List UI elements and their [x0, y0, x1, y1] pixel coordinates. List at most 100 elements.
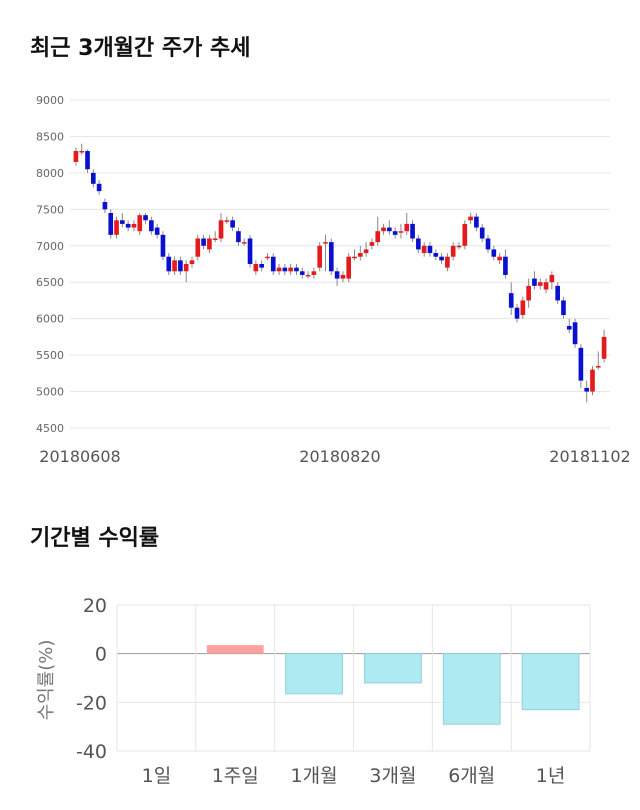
return-bar — [521, 653, 580, 711]
x-tick-label: 3개월 — [369, 765, 416, 787]
candle — [154, 223, 160, 239]
candle-body — [352, 256, 357, 259]
candle — [450, 242, 456, 261]
candle — [381, 223, 386, 235]
candle-body — [468, 216, 473, 221]
candle-body — [224, 220, 230, 222]
y-tick-label: -40 — [76, 741, 107, 763]
candle — [549, 271, 555, 290]
candle — [247, 234, 253, 268]
candle — [195, 234, 201, 261]
candle — [595, 351, 601, 370]
candle — [474, 212, 479, 232]
candle-body — [398, 231, 404, 233]
candle-body — [601, 336, 607, 359]
candle-body — [381, 227, 386, 232]
candle-body — [207, 238, 212, 250]
candle — [421, 242, 427, 257]
candle — [96, 180, 102, 195]
y-tick-label: 0 — [95, 644, 107, 666]
candle-body — [154, 227, 160, 235]
candle — [178, 256, 183, 275]
candle-body — [265, 256, 270, 259]
candle — [288, 264, 293, 275]
candle — [160, 231, 166, 261]
candle — [532, 271, 537, 290]
candle-body — [456, 245, 462, 248]
candle-body — [108, 212, 114, 235]
candle-body — [201, 238, 206, 246]
return-bar — [442, 653, 501, 725]
candle — [137, 212, 143, 235]
candle-body — [549, 274, 555, 283]
candle — [485, 234, 491, 254]
candle-body — [323, 242, 328, 244]
y-tick-label: -20 — [76, 692, 107, 714]
candle-body — [317, 245, 323, 268]
candle-body — [346, 256, 352, 279]
candle-body — [404, 223, 410, 232]
candle — [259, 260, 264, 272]
candle-body — [375, 231, 381, 243]
candle — [282, 264, 288, 275]
candle — [79, 143, 85, 155]
candle-body — [79, 151, 85, 153]
candle-body — [230, 220, 235, 228]
candle-body — [392, 231, 398, 235]
y-tick-label: 4500 — [36, 422, 64, 435]
candle — [224, 216, 230, 224]
candle — [561, 296, 566, 319]
candle-body — [218, 220, 224, 239]
candle-body — [526, 285, 531, 301]
candle — [201, 234, 206, 250]
candle-body — [212, 238, 218, 240]
candle — [276, 264, 282, 275]
price-candlestick-chart: 9000 8500 8000 7500 7000 6500 6000 5500 5000 4500… — [36, 94, 631, 466]
candle — [363, 242, 369, 257]
candle-body — [305, 274, 311, 277]
return-bar — [285, 653, 343, 695]
candle — [578, 344, 584, 388]
y-tick-label: 7000 — [36, 240, 64, 253]
candle — [328, 238, 334, 275]
candle-body — [357, 253, 363, 257]
candle-body — [543, 282, 549, 290]
candle — [357, 245, 363, 261]
candle-body — [294, 267, 299, 272]
candle — [241, 238, 247, 246]
x-tick-label: 20181102 — [549, 447, 630, 466]
candle-body — [387, 227, 392, 232]
candle-body — [497, 256, 502, 261]
candle-body — [491, 249, 497, 257]
candle — [456, 242, 462, 250]
candle-body — [334, 271, 340, 279]
candle — [462, 220, 468, 250]
y-axis-label: 수익률(%) — [36, 640, 57, 721]
candle-body — [125, 223, 131, 228]
candle-body — [462, 223, 468, 246]
candle — [90, 169, 96, 188]
candle-body — [241, 242, 247, 244]
candle — [125, 220, 131, 232]
candle — [305, 271, 311, 279]
candle-body — [584, 387, 590, 392]
candle-body — [195, 238, 201, 257]
period-return-title: 기간별 수익률 — [30, 526, 160, 551]
candle — [369, 238, 375, 250]
candle — [398, 223, 404, 239]
candle — [73, 147, 79, 166]
candle-body — [363, 249, 369, 254]
candle — [526, 278, 531, 308]
x-tick-label: 1주일 — [212, 765, 259, 787]
candle — [172, 256, 177, 275]
candle-body — [439, 256, 444, 261]
candle-body — [114, 220, 119, 235]
candle-body — [299, 271, 305, 275]
candle-body — [137, 215, 143, 232]
candle — [543, 278, 549, 294]
candle-body — [433, 253, 439, 257]
y-tick-label: 8500 — [36, 130, 64, 143]
candle-body — [578, 347, 584, 381]
candle-body — [595, 366, 601, 368]
candle-body — [514, 307, 520, 319]
